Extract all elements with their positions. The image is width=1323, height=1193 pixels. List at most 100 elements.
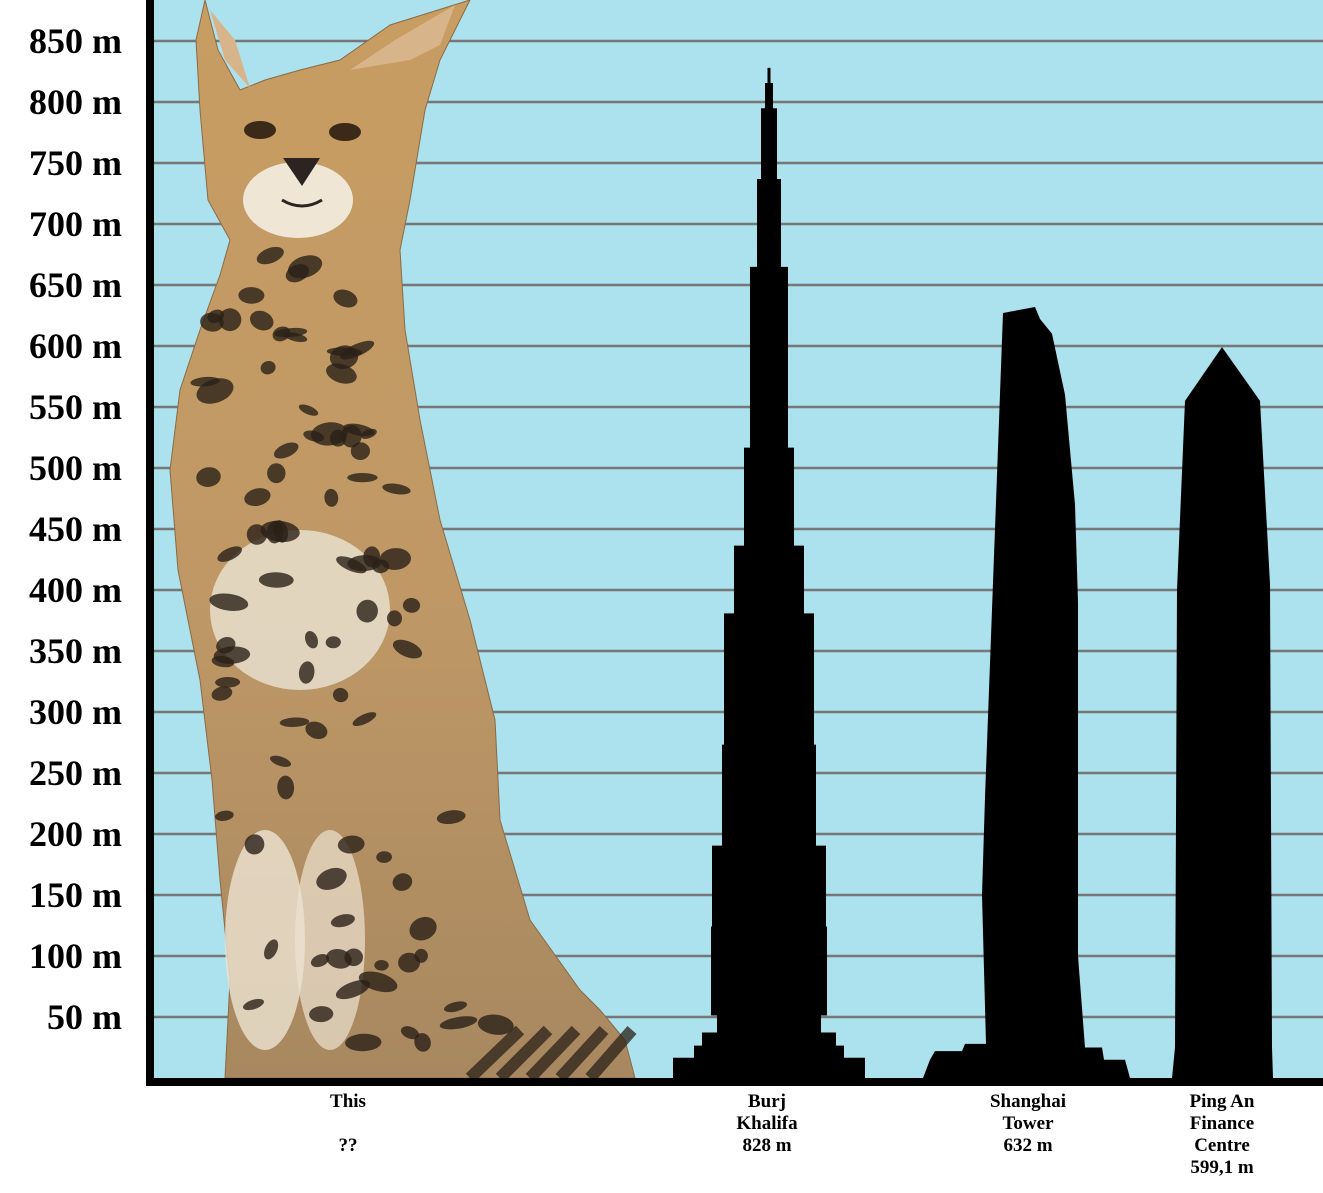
cat-spot xyxy=(305,721,328,740)
cat-spot xyxy=(414,1033,431,1052)
cat-spot xyxy=(269,755,292,767)
cat-spot xyxy=(376,851,392,863)
y-tick-label: 100 m xyxy=(29,936,122,976)
cat-spot xyxy=(215,810,234,821)
y-tick-label: 850 m xyxy=(29,21,122,61)
cat-right-eye xyxy=(329,123,361,141)
x-label-shanghai: 632 m xyxy=(1003,1135,1052,1156)
cat-spot xyxy=(217,546,243,562)
cat-spot xyxy=(256,246,284,265)
cat-spot xyxy=(379,548,411,570)
x-label-burj: 828 m xyxy=(742,1135,791,1156)
y-tick-label: 700 m xyxy=(29,204,122,244)
cat-tail-stripe xyxy=(465,1025,525,1083)
y-tick-label: 750 m xyxy=(29,143,122,183)
serval-cat-figure xyxy=(169,0,637,1083)
cat-spot xyxy=(343,423,375,437)
cat-spot xyxy=(402,597,421,613)
cat-spot xyxy=(309,1006,334,1023)
x-label-shanghai: Shanghai xyxy=(990,1091,1066,1112)
cat-spot xyxy=(243,998,264,1011)
cat-spot xyxy=(310,954,330,968)
cat-right-ear xyxy=(350,5,455,70)
y-tick-label: 600 m xyxy=(29,326,122,366)
y-tick-label: 350 m xyxy=(29,631,122,671)
cat-spot xyxy=(298,404,319,416)
cat-spot xyxy=(386,610,403,627)
x-label-cat: ?? xyxy=(339,1135,358,1156)
cat-spot xyxy=(333,289,358,308)
bar-ping-an-finance-centre xyxy=(1172,347,1273,1078)
cat-spot xyxy=(398,952,421,973)
y-axis-line xyxy=(146,0,154,1084)
cat-spot xyxy=(215,676,241,688)
cat-spot xyxy=(211,686,233,701)
cat-spot xyxy=(392,873,413,891)
cat-spot xyxy=(304,630,319,649)
cat-nose xyxy=(283,158,320,186)
cat-spot xyxy=(409,916,437,941)
cat-spot xyxy=(298,661,315,684)
cat-spot xyxy=(382,483,411,495)
cat-spot xyxy=(335,980,371,1000)
cat-muzzle xyxy=(243,162,353,238)
bar-burj-khalifa xyxy=(673,67,865,1079)
cat-spot xyxy=(211,655,235,668)
cat-tail-stripe xyxy=(555,1025,609,1083)
x-label-pingan: Centre xyxy=(1194,1135,1250,1156)
cat-spot xyxy=(310,422,348,446)
y-tick-label: 200 m xyxy=(29,814,122,854)
cat-spot xyxy=(325,636,341,649)
cat-spot xyxy=(374,959,389,971)
cat-spot xyxy=(316,867,347,890)
cat-leg xyxy=(225,830,305,1050)
cat-spot xyxy=(196,467,221,487)
cat-spot xyxy=(330,914,355,928)
cat-spot xyxy=(285,264,310,283)
y-tick-label: 650 m xyxy=(29,265,122,305)
cat-spot xyxy=(244,834,265,855)
cat-spot xyxy=(218,308,242,332)
x-label-burj: Burj xyxy=(748,1091,786,1112)
cat-spot xyxy=(277,775,295,800)
y-tick-label: 150 m xyxy=(29,875,122,915)
axes xyxy=(146,0,1323,1086)
cat-spot xyxy=(337,835,365,854)
cat-spot xyxy=(244,488,271,507)
cat-mouth xyxy=(281,198,323,208)
x-label-pingan: Ping An xyxy=(1190,1091,1255,1112)
cat-spot xyxy=(279,717,310,727)
cat-spot xyxy=(216,636,236,654)
cat-spot xyxy=(332,687,349,703)
cat-left-ear xyxy=(210,10,250,88)
cat-spot xyxy=(443,1001,468,1013)
cat-spot xyxy=(329,345,359,370)
cat-left-eye xyxy=(244,121,276,139)
x-label-pingan: Finance xyxy=(1190,1113,1254,1134)
cat-spot xyxy=(260,360,276,375)
cat-spot xyxy=(324,488,339,507)
y-tick-label: 400 m xyxy=(29,570,122,610)
x-label-pingan: 599,1 m xyxy=(1190,1157,1254,1178)
cat-body xyxy=(169,0,636,1079)
cat-chest xyxy=(210,530,390,690)
cat-spot xyxy=(274,327,308,338)
cat-spot xyxy=(260,520,300,543)
cat-tail-stripe xyxy=(585,1026,637,1082)
bar-shanghai-tower xyxy=(923,306,1130,1079)
y-axis-ticks: 50 m 100 m 150 m 200 m 250 m 300 m 350 m 400 m 4… xyxy=(29,21,122,1037)
y-tick-label: 800 m xyxy=(29,82,122,122)
cat-tail-stripe xyxy=(495,1025,553,1083)
y-tick-label: 250 m xyxy=(29,753,122,793)
x-label-cat: This xyxy=(330,1091,366,1112)
cat-spot xyxy=(436,810,466,825)
cat-spot xyxy=(477,1014,514,1035)
cat-spot xyxy=(392,639,423,659)
cat-spot xyxy=(347,473,378,483)
cat-spot xyxy=(439,1016,478,1030)
cat-spot xyxy=(273,442,299,459)
y-tick-label: 450 m xyxy=(29,509,122,549)
cat-tail-stripe xyxy=(525,1025,581,1083)
building-silhouettes xyxy=(673,67,1273,1079)
